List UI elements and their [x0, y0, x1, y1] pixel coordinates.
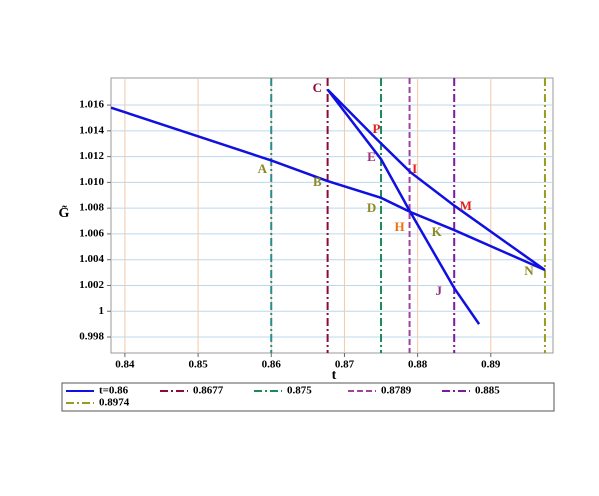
- y-tick-label: 1.012: [79, 150, 104, 162]
- y-tick-label: 1.014: [79, 124, 104, 136]
- y-tick-label: 1.006: [79, 227, 104, 239]
- legend-label: 0.875: [287, 385, 312, 397]
- legend-label: 0.8789: [381, 385, 412, 397]
- legend-label: 0.8677: [193, 385, 224, 397]
- point-label: H: [394, 219, 404, 234]
- y-tick-label: 0.998: [79, 331, 104, 343]
- point-label: D: [367, 200, 376, 215]
- y-tick-label: 1.016: [79, 99, 104, 111]
- y-tick-label: 1: [99, 305, 105, 317]
- legend-label: 0.8974: [99, 397, 130, 409]
- legend-box: [61, 382, 555, 412]
- point-label: P: [373, 121, 381, 136]
- series-line: [110, 88, 546, 325]
- point-label: M: [460, 198, 472, 213]
- y-tick-label: 1.004: [79, 253, 104, 265]
- point-label: B: [313, 174, 322, 189]
- legend-label: t=0.86: [99, 385, 129, 397]
- point-label: C: [313, 80, 322, 95]
- x-tick-label: 0.85: [188, 359, 208, 371]
- point-label: A: [258, 161, 268, 176]
- point-label: I: [412, 161, 417, 176]
- legend-label: 0.885: [475, 385, 500, 397]
- x-axis-label: t: [332, 368, 337, 383]
- plot-frame: [110, 77, 554, 354]
- point-label: J: [435, 283, 442, 298]
- point-label: K: [432, 224, 443, 239]
- y-tick-label: 1.002: [79, 279, 104, 291]
- point-label: N: [524, 263, 534, 278]
- y-axis-label: G̃: [59, 204, 70, 221]
- x-tick-label: 0.87: [335, 359, 355, 371]
- x-tick-label: 0.88: [408, 359, 428, 371]
- point-label: E: [367, 149, 376, 164]
- x-tick-label: 0.84: [115, 359, 135, 371]
- y-tick-label: 1.010: [79, 176, 104, 188]
- y-tick-label: 1.008: [79, 202, 104, 214]
- x-tick-label: 0.86: [262, 359, 282, 371]
- x-tick-label: 0.89: [481, 359, 501, 371]
